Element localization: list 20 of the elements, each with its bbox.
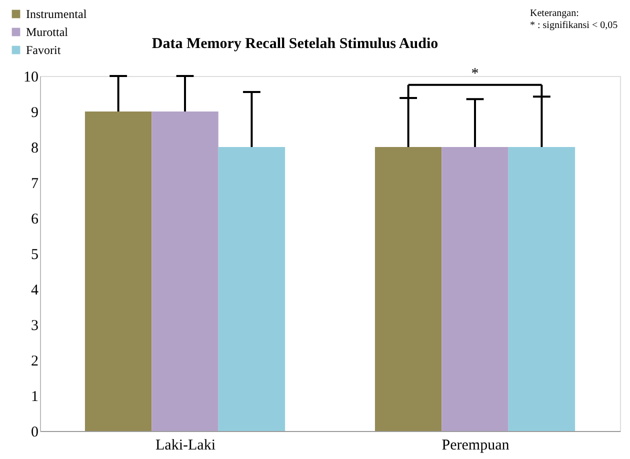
annotation: *	[471, 66, 479, 82]
legend-label: Instrumental	[26, 7, 88, 21]
y-tick-label: 6	[31, 212, 39, 228]
y-tick-label: 0	[31, 424, 38, 440]
text: * : signifikansi < 0,05	[530, 20, 618, 31]
y-tick-label: 10	[24, 70, 38, 86]
y-tick-label: 3	[31, 318, 38, 334]
y-tick-label: 8	[31, 140, 38, 156]
y-tick-label: 5	[31, 247, 38, 263]
y-tick-label: 2	[31, 354, 38, 370]
y-tick-label: 9	[31, 105, 38, 121]
y-tick-label: 1	[31, 389, 38, 405]
y-tick-label: 4	[31, 282, 39, 298]
x-tick-label: Laki-Laki	[156, 438, 216, 454]
text: Keterangan:	[530, 8, 579, 19]
chart-title: Data Memory Recall Setelah Stimulus Audio	[152, 36, 438, 52]
y-tick-label: 7	[31, 176, 39, 192]
legend-label: Favorit	[26, 43, 62, 57]
x-tick-label: Perempuan	[442, 438, 510, 454]
legend-label: Murottal	[26, 25, 69, 39]
